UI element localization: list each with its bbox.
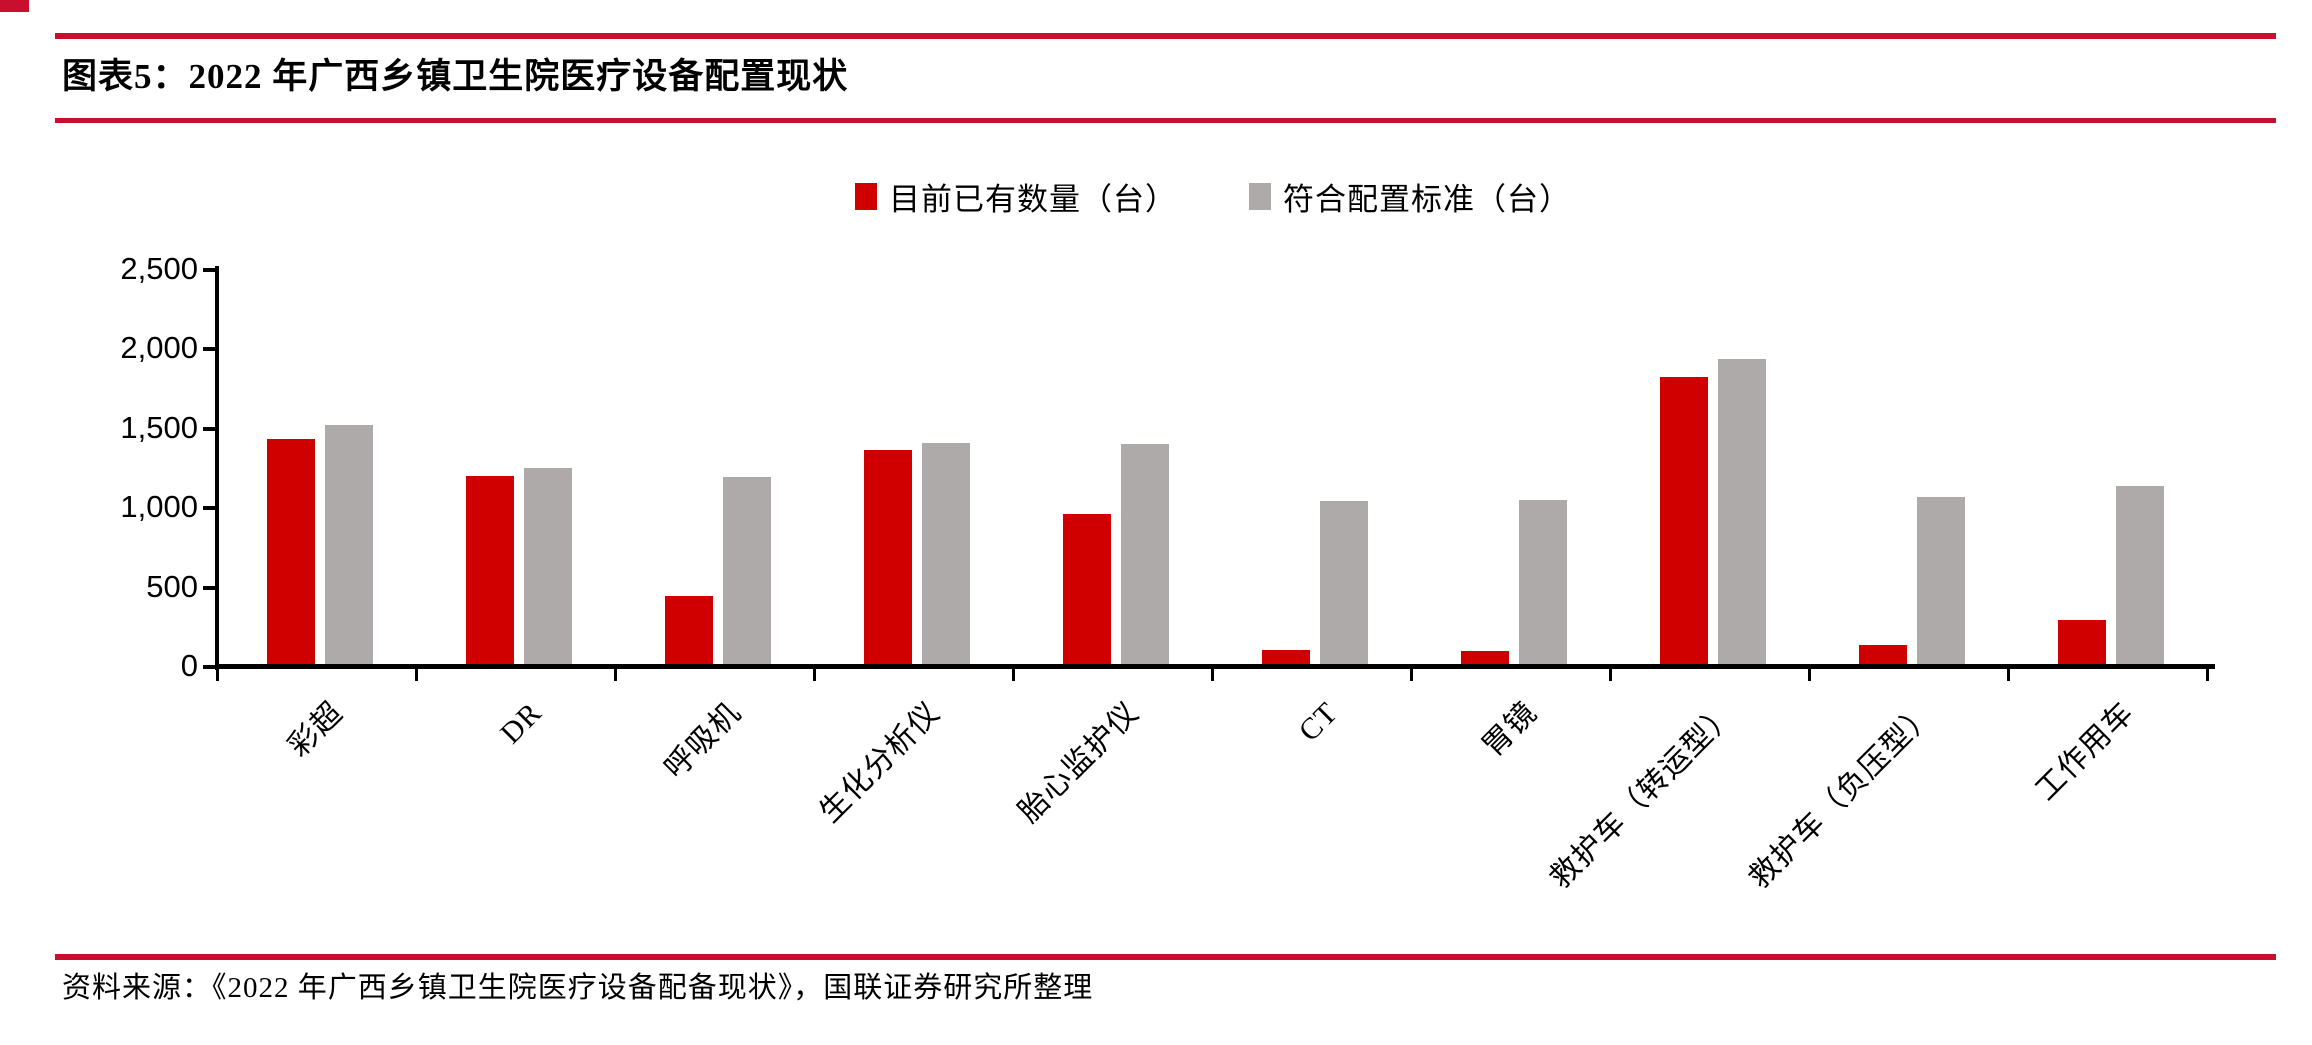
bar-current [1062, 513, 1111, 668]
bar-standard [1319, 501, 1368, 668]
bar-standard [523, 467, 572, 668]
y-axis-line [215, 266, 219, 670]
y-axis-tick-label: 2,000 [120, 330, 198, 366]
x-axis-tick [216, 668, 219, 681]
source-note: 资料来源：《2022 年广西乡镇卫生院医疗设备配备现状》，国联证券研究所整理 [62, 972, 1094, 1004]
x-axis-tick [2206, 668, 2209, 681]
y-axis-tick [203, 665, 216, 669]
y-axis-tick-label: 2,500 [120, 251, 198, 286]
x-axis-category-label: 胃镜 [1475, 695, 1543, 764]
bar-standard [1120, 444, 1169, 668]
x-axis-tick [415, 668, 418, 681]
bar-current [266, 439, 315, 668]
bar-current [863, 450, 912, 668]
footer-rule [55, 954, 2276, 960]
bar-standard [1518, 500, 1567, 668]
legend-item-current: 目前已有数量（台） [855, 174, 1177, 219]
legend-swatch-standard-gray [1249, 183, 1271, 210]
bar-standard [1916, 497, 1965, 668]
bar-current [1858, 644, 1907, 668]
bar-current [2057, 620, 2106, 668]
y-axis-tick [203, 506, 216, 511]
x-axis-category-label: 工作用车 [2028, 695, 2140, 807]
x-axis-tick [1012, 668, 1015, 681]
bar-current [465, 475, 514, 668]
x-axis-category-label: 救护车（负压型） [1742, 695, 1941, 895]
bar-standard [722, 476, 771, 668]
x-axis-line [215, 664, 2215, 669]
bar-current [1659, 377, 1708, 668]
y-axis-tick-label: 500 [146, 568, 198, 604]
x-axis-tick [1609, 668, 1612, 681]
bar-standard [324, 425, 373, 668]
y-axis-tick [203, 585, 216, 590]
y-axis-tick-label: 1,000 [120, 489, 198, 525]
y-axis-tick [203, 268, 216, 272]
bar-current [1261, 649, 1310, 668]
bar-standard [1717, 359, 1766, 668]
y-axis-tick [203, 347, 216, 352]
legend-swatch-current-red [855, 183, 877, 210]
x-axis-tick [614, 668, 617, 681]
chart-legend: 目前已有数量（台） 符合配置标准（台） [218, 174, 2208, 219]
bar-current [664, 595, 713, 668]
x-axis-tick [1410, 668, 1413, 681]
page-corner-mark [0, 0, 29, 12]
bar-chart: 0 500 1,000 1,500 2,000 2,500 彩超 DR 呼吸机 生化分析仪 胎心监护… [120, 251, 2215, 895]
y-axis-tick-label: 1,500 [120, 409, 198, 445]
bar-standard [921, 442, 970, 668]
x-axis-tick [1808, 668, 1811, 681]
legend-label-current: 目前已有数量（台） [889, 182, 1177, 217]
top-rule [55, 33, 2276, 39]
legend-label-standard: 符合配置标准（台） [1283, 182, 1571, 217]
y-axis-tick [203, 426, 216, 431]
title-underline-rule [55, 118, 2276, 123]
chart-title: 图表5：2022 年广西乡镇卫生院医疗设备配置现状 [62, 57, 849, 96]
bar-current [1460, 651, 1509, 668]
legend-item-standard: 符合配置标准（台） [1249, 174, 1571, 219]
x-axis-tick [2007, 668, 2010, 681]
y-axis-tick-label: 0 [180, 648, 198, 683]
x-axis-tick [1211, 668, 1214, 681]
x-axis-tick [813, 668, 816, 681]
bar-standard [2115, 486, 2164, 668]
x-axis-category-label: 救护车（转运型） [1543, 695, 1742, 895]
